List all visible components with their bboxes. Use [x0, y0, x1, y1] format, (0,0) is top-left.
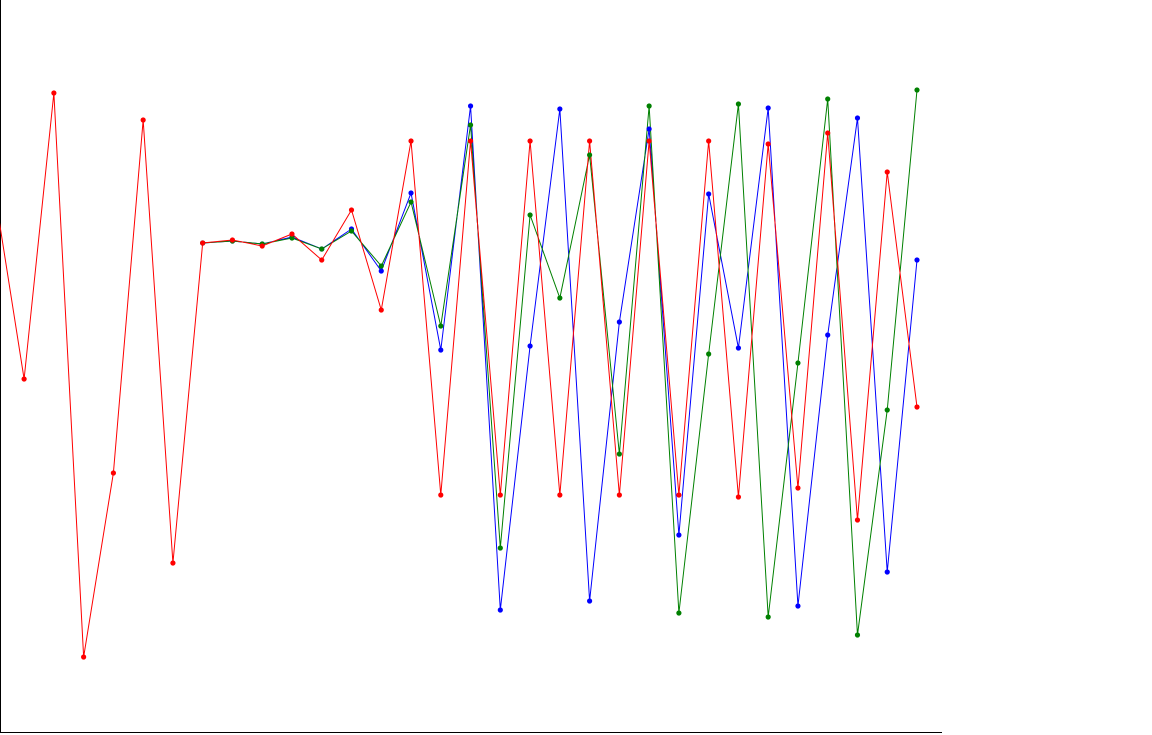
data-point — [289, 235, 295, 241]
data-point — [348, 228, 355, 234]
data-point — [735, 494, 742, 500]
data-point — [557, 492, 563, 498]
data-point — [825, 332, 831, 338]
data-point — [706, 351, 712, 357]
data-point — [170, 560, 176, 566]
data-point — [914, 87, 920, 93]
data-point — [378, 307, 384, 313]
data-point — [229, 237, 236, 243]
series-line — [202, 89, 918, 636]
data-point — [825, 130, 831, 136]
data-point — [587, 152, 593, 158]
data-point — [527, 343, 533, 349]
data-point — [51, 90, 57, 96]
data-point — [735, 101, 742, 107]
data-point — [378, 268, 384, 274]
data-point — [854, 517, 861, 523]
data-point — [884, 569, 890, 575]
plot-area — [0, 87, 920, 660]
data-point — [765, 141, 771, 147]
data-point — [408, 138, 414, 144]
data-point — [765, 105, 771, 111]
data-point — [527, 138, 533, 144]
data-point — [795, 603, 801, 609]
data-point — [259, 243, 265, 249]
data-point — [616, 451, 622, 457]
data-point — [467, 138, 474, 144]
data-point — [587, 138, 593, 144]
data-point — [408, 199, 414, 205]
data-point — [884, 169, 890, 175]
data-point — [795, 360, 801, 366]
data-point — [527, 212, 533, 218]
data-point — [616, 492, 622, 498]
data-point — [408, 190, 414, 196]
data-point — [497, 492, 503, 498]
data-point — [497, 545, 503, 551]
data-point — [289, 231, 295, 237]
data-point — [616, 319, 622, 325]
data-point — [914, 257, 920, 263]
data-point — [81, 654, 87, 660]
data-point — [438, 347, 444, 353]
data-point — [646, 138, 652, 144]
data-point — [765, 614, 771, 620]
data-point — [378, 263, 384, 269]
data-point — [467, 122, 474, 128]
data-point — [21, 376, 27, 382]
data-point — [646, 103, 652, 109]
data-point — [735, 345, 742, 351]
data-point — [467, 103, 474, 109]
data-point — [676, 532, 682, 538]
data-point — [200, 240, 206, 246]
data-point — [795, 485, 801, 491]
data-point — [706, 138, 712, 144]
data-point — [140, 117, 146, 123]
data-point — [676, 492, 682, 498]
series-line — [202, 105, 918, 611]
data-point — [348, 207, 355, 213]
data-point — [587, 598, 593, 604]
data-point — [825, 96, 831, 102]
data-point — [557, 295, 563, 301]
data-point — [854, 115, 861, 121]
data-point — [438, 323, 444, 329]
data-point — [438, 492, 444, 498]
series-line — [0, 92, 918, 658]
data-point — [676, 610, 682, 616]
data-point — [646, 126, 652, 132]
data-point — [319, 257, 325, 263]
data-point — [557, 106, 563, 112]
data-point — [110, 470, 116, 476]
data-point — [884, 407, 890, 413]
data-point — [319, 246, 325, 252]
data-point — [914, 404, 920, 410]
data-point — [497, 607, 503, 613]
data-point — [706, 191, 712, 197]
data-point — [854, 632, 861, 638]
